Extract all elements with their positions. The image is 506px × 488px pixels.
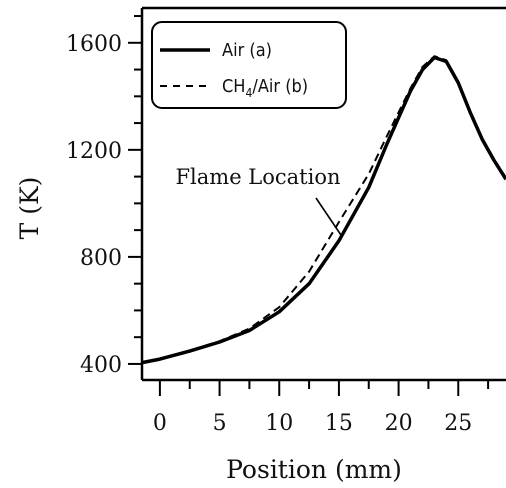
x-tick-label: 25 xyxy=(444,411,472,436)
y-tick-label: 400 xyxy=(80,353,122,378)
y-tick-label: 1200 xyxy=(66,139,122,164)
legend-ch4-subscript: 4 xyxy=(246,86,253,100)
y-tick-label: 800 xyxy=(80,246,122,271)
legend: Air (a) CH4/Air (b) xyxy=(151,21,347,109)
x-axis-title: Position (mm) xyxy=(226,455,402,484)
axes-layer: 400 800 1200 1600 0 5 10 15 20 25 xyxy=(66,6,506,436)
y-tick-label: 1600 xyxy=(66,32,122,57)
flame-location-pointer xyxy=(315,197,342,236)
legend-ch4-prefix: CH xyxy=(222,76,246,97)
legend-label-ch4-air: CH4/Air (b) xyxy=(222,76,308,100)
flame-location-label: Flame Location xyxy=(175,165,340,189)
x-tick-label: 10 xyxy=(265,411,293,436)
x-tick-label: 5 xyxy=(213,411,227,436)
x-tick-label: 20 xyxy=(385,411,413,436)
legend-ch4-suffix: /Air (b) xyxy=(252,76,308,97)
x-tick-label: 0 xyxy=(153,411,167,436)
legend-label-air: Air (a) xyxy=(222,40,272,61)
series-line-ch4-air xyxy=(141,55,506,364)
y-axis-title: T (K) xyxy=(15,177,44,240)
x-tick-label: 15 xyxy=(325,411,353,436)
series-layer xyxy=(141,55,506,365)
